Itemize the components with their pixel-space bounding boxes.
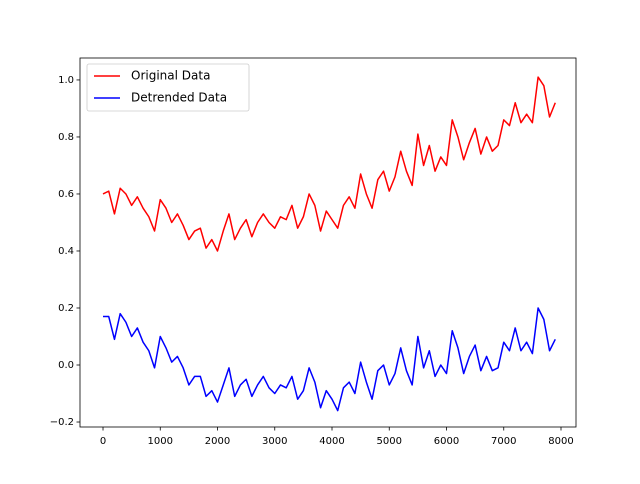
legend-label: Detrended Data [131,91,227,105]
y-tick-label: 0.6 [58,189,74,200]
data-line [103,307,556,412]
y-tick-label: 0.4 [58,246,74,257]
x-tick-label: 4000 [319,436,344,447]
x-tick-label: 2000 [205,436,230,447]
y-tick-label: 0.0 [58,360,74,371]
x-tick-label: 1000 [148,436,173,447]
legend-label: Original Data [131,69,210,83]
legend-box [86,63,250,112]
x-tick-label: 6000 [434,436,459,447]
legend: Original Data Detrended Data [86,63,250,112]
plot-frame [79,57,577,428]
y-tick-label: 0.2 [58,303,74,314]
x-tick-label: 5000 [377,436,402,447]
y-tick-label: −0.2 [50,417,74,428]
x-tick-label: 7000 [491,436,516,447]
x-tick-label: 0 [100,436,106,447]
x-tick-label: 3000 [262,436,287,447]
x-tick-label: 8000 [548,436,573,447]
data-line [102,76,556,252]
y-tick-label: 0.8 [58,132,74,143]
y-tick-label: 1.0 [58,75,74,86]
